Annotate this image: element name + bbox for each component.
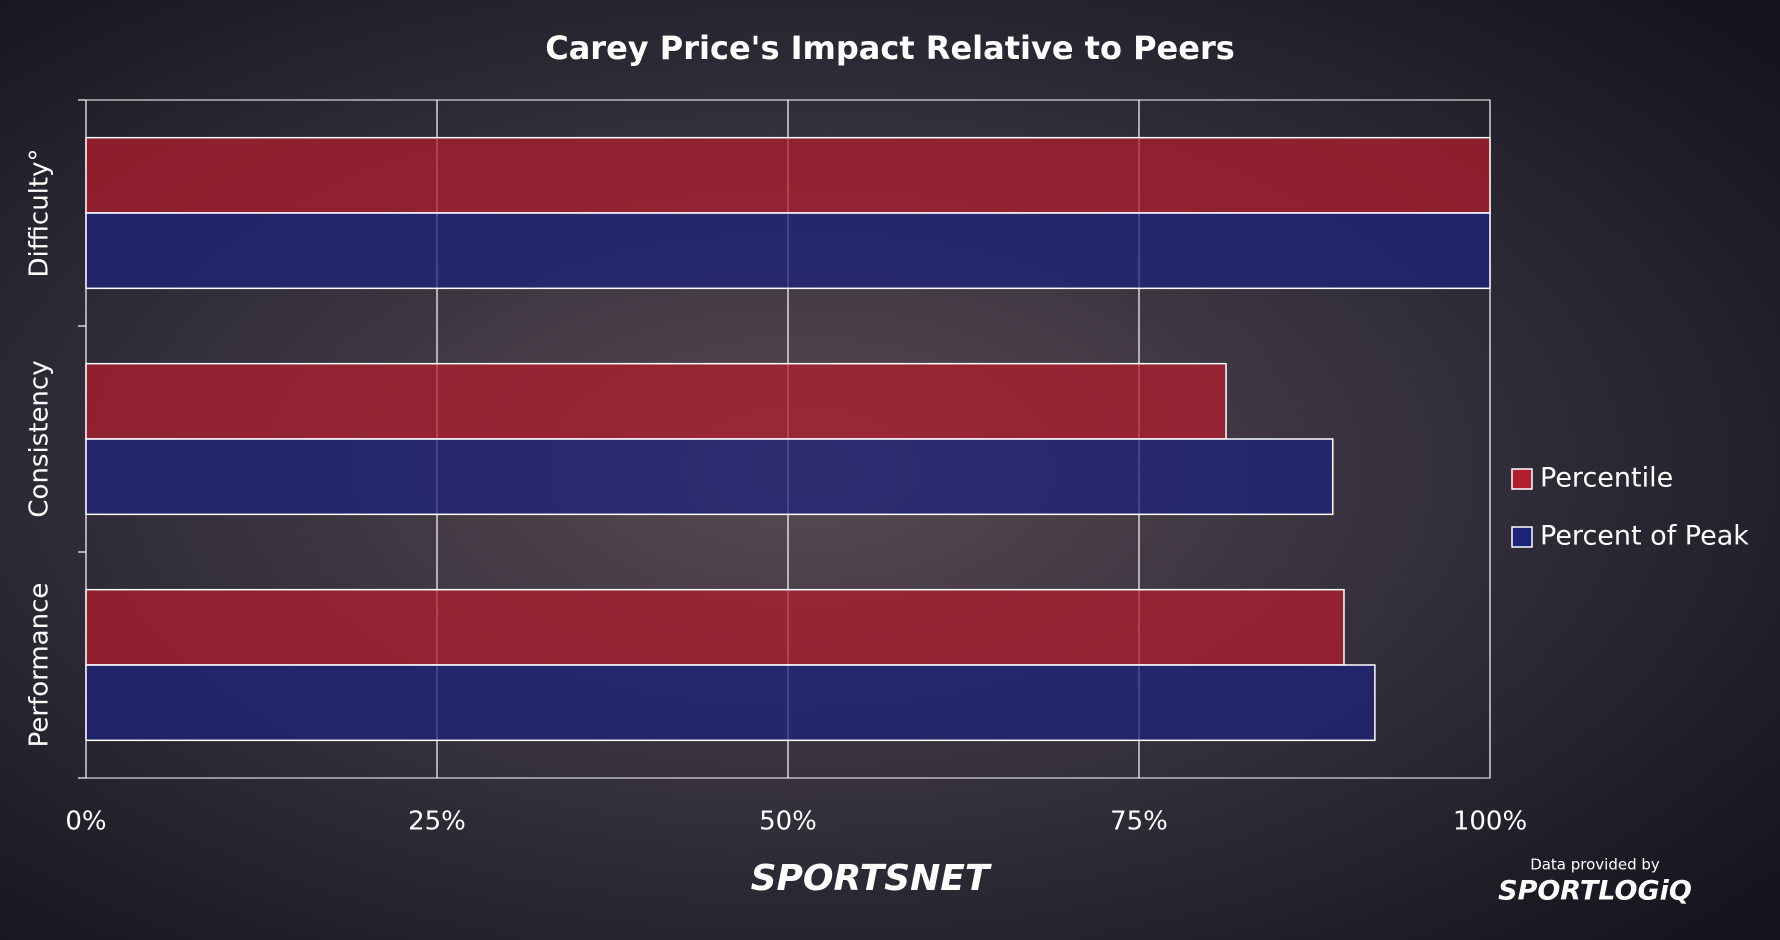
x-tick-label: 100% [1453,807,1527,837]
logo: SPORTSNET [751,858,992,899]
provider-logo: SPORTLOGiQ [1498,876,1692,907]
bar [85,438,1334,516]
bar [85,136,1491,214]
bar [85,664,1376,742]
legend-swatch [1511,468,1533,490]
x-tick-label: 25% [408,807,466,837]
legend-swatch [1511,526,1533,548]
bar [85,212,1491,290]
y-tick-label: Consistency [25,360,55,517]
legend-label: Percent of Peak [1540,521,1749,552]
bar [85,588,1345,666]
y-tick-label: Difficulty° [25,149,55,278]
x-tick-label: 75% [1110,807,1168,837]
credit: Data provided by [1530,856,1660,874]
x-tick-label: 50% [759,807,817,837]
legend-label: Percentile [1540,463,1673,494]
x-tick-label: 0% [65,807,106,837]
y-tick-label: Performance [25,583,55,748]
chart-title: Carey Price's Impact Relative to Peers [545,29,1235,67]
bar [85,362,1227,440]
